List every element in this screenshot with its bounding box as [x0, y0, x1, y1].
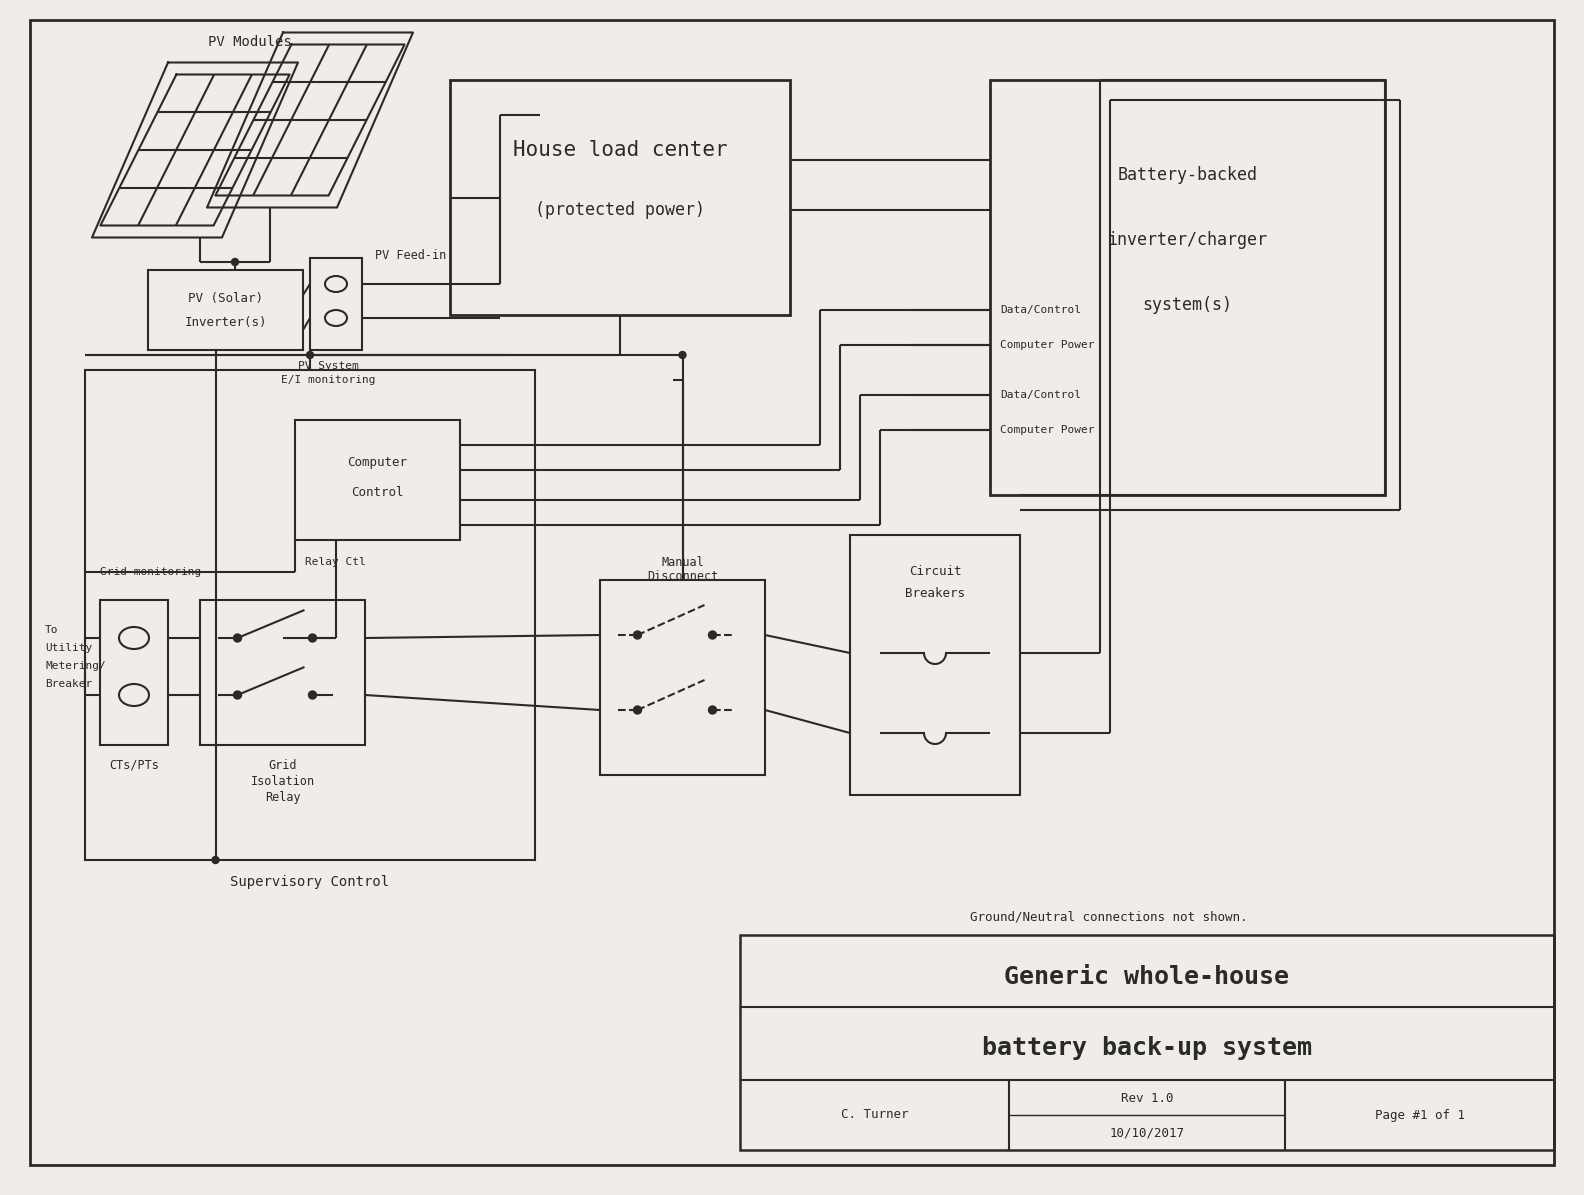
Text: Computer Power: Computer Power: [1000, 425, 1095, 435]
Circle shape: [233, 691, 241, 699]
Text: Manual: Manual: [661, 556, 703, 569]
Text: CTs/PTs: CTs/PTs: [109, 759, 158, 772]
Text: Relay: Relay: [265, 791, 301, 803]
Text: Data/Control: Data/Control: [1000, 390, 1080, 400]
Circle shape: [309, 691, 317, 699]
Circle shape: [212, 857, 219, 864]
Text: Breaker: Breaker: [44, 679, 92, 690]
Text: Supervisory Control: Supervisory Control: [230, 875, 390, 889]
Circle shape: [306, 351, 314, 358]
Text: PV (Solar): PV (Solar): [188, 292, 263, 305]
Text: Breakers: Breakers: [904, 587, 965, 600]
Text: House load center: House load center: [513, 140, 727, 160]
Circle shape: [634, 706, 642, 713]
Circle shape: [231, 258, 239, 265]
Bar: [295, 419, 459, 540]
Text: Inverter(s): Inverter(s): [184, 315, 266, 329]
Text: E/I monitoring: E/I monitoring: [280, 375, 375, 385]
Text: PV System: PV System: [298, 361, 358, 370]
Text: Isolation: Isolation: [250, 774, 315, 788]
Circle shape: [233, 635, 241, 642]
Circle shape: [708, 706, 716, 713]
Text: Circuit: Circuit: [909, 564, 961, 577]
Text: 10/10/2017: 10/10/2017: [1109, 1127, 1185, 1140]
Text: Data/Control: Data/Control: [1000, 305, 1080, 315]
Text: battery back-up system: battery back-up system: [982, 1036, 1312, 1060]
Bar: [851, 535, 1020, 795]
Text: Grid: Grid: [268, 759, 296, 772]
Text: Disconnect: Disconnect: [646, 570, 718, 582]
Text: Computer: Computer: [347, 455, 407, 468]
Text: Utility: Utility: [44, 643, 92, 652]
Bar: [100, 600, 168, 744]
Text: Grid monitoring: Grid monitoring: [100, 566, 201, 577]
Circle shape: [680, 351, 686, 358]
Text: Ground/Neutral connections not shown.: Ground/Neutral connections not shown.: [969, 911, 1247, 924]
Circle shape: [634, 631, 642, 639]
Bar: [310, 258, 363, 350]
Text: Control: Control: [352, 485, 404, 498]
Text: PV Feed-in: PV Feed-in: [375, 249, 447, 262]
Bar: [147, 270, 303, 350]
Text: To: To: [44, 625, 59, 635]
Circle shape: [309, 635, 317, 642]
Bar: [990, 80, 1384, 495]
Text: inverter/charger: inverter/charger: [1107, 231, 1267, 249]
Text: Computer Power: Computer Power: [1000, 341, 1095, 350]
Circle shape: [708, 631, 716, 639]
Text: PV Modules: PV Modules: [208, 35, 291, 49]
Text: system(s): system(s): [1142, 296, 1232, 314]
Bar: [450, 80, 790, 315]
Text: (protected power): (protected power): [535, 201, 705, 219]
Text: Metering/: Metering/: [44, 661, 106, 672]
Bar: [86, 370, 535, 860]
Bar: [200, 600, 364, 744]
Text: Rev 1.0: Rev 1.0: [1121, 1091, 1174, 1104]
Text: Page #1 of 1: Page #1 of 1: [1375, 1109, 1465, 1121]
Bar: [600, 580, 765, 776]
Text: Relay Ctl: Relay Ctl: [306, 557, 366, 566]
Text: Battery-backed: Battery-backed: [1117, 166, 1258, 184]
Text: Generic whole-house: Generic whole-house: [1004, 966, 1289, 989]
Bar: [740, 934, 1554, 1150]
Text: C. Turner: C. Turner: [841, 1109, 908, 1121]
